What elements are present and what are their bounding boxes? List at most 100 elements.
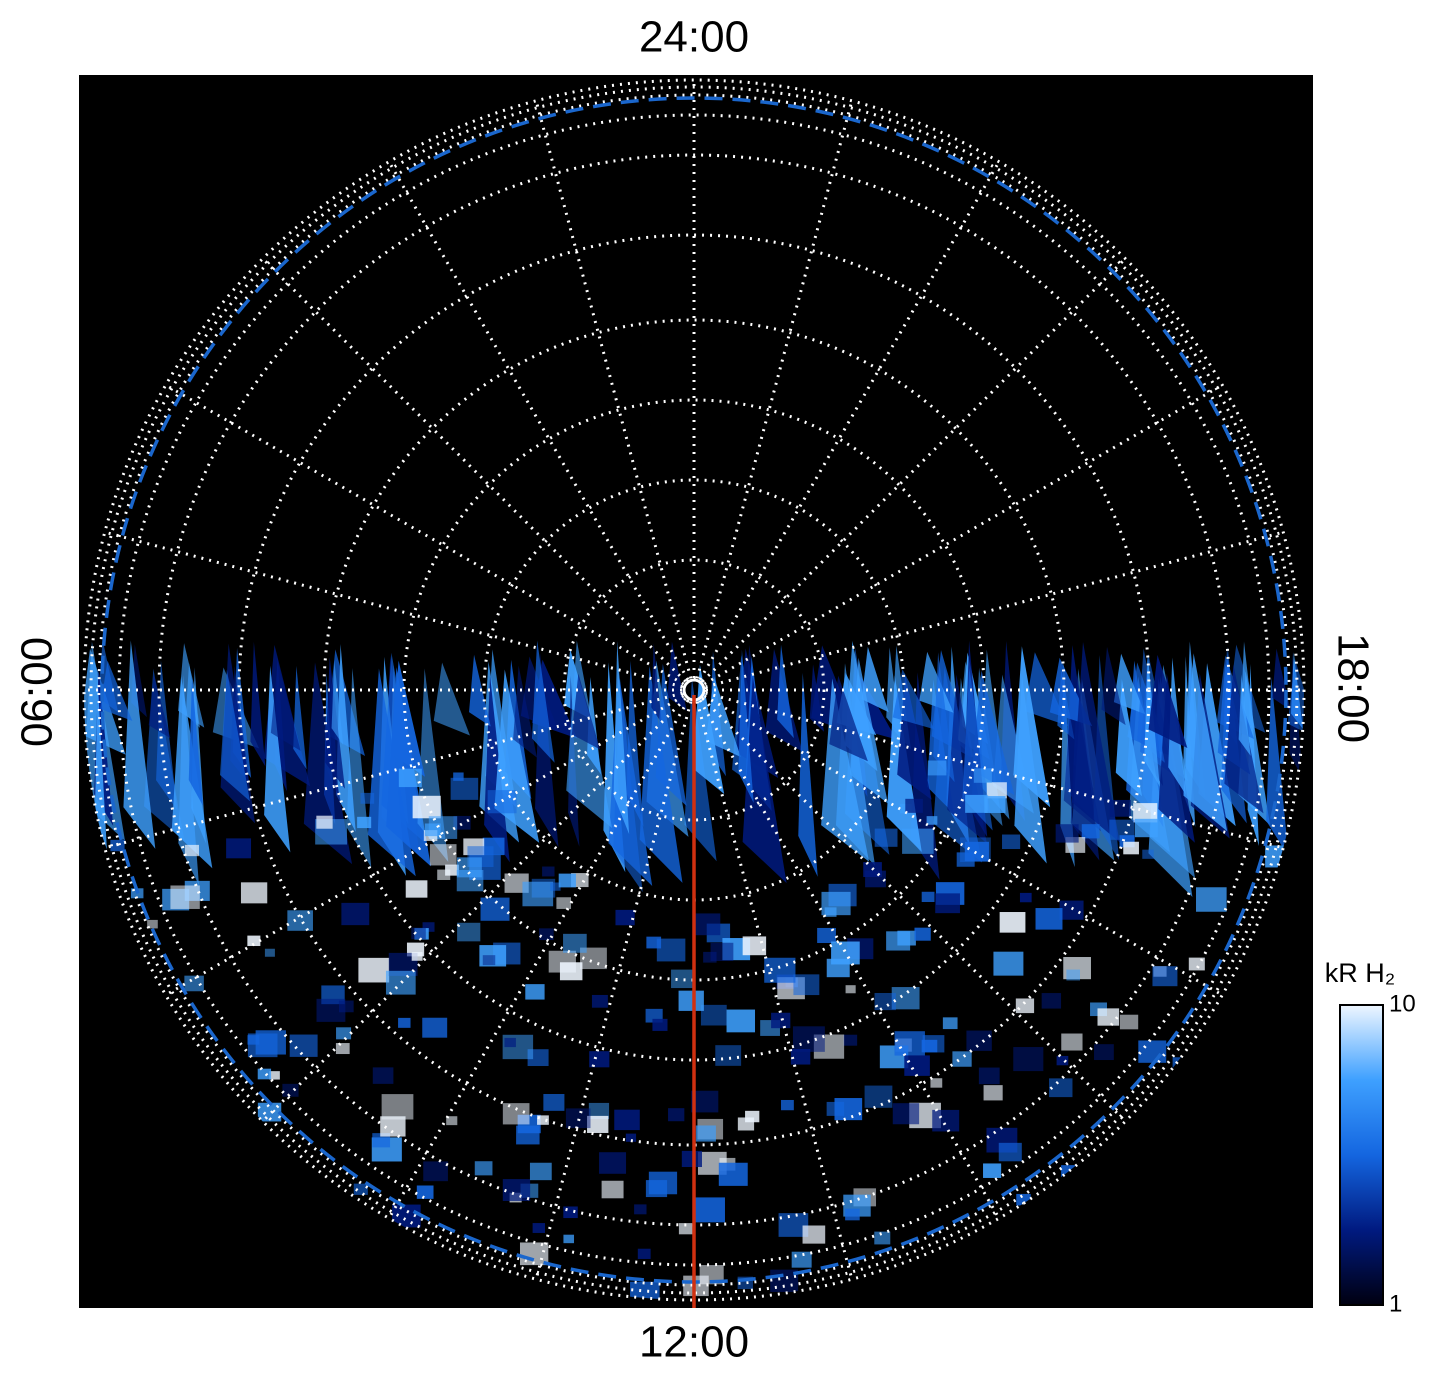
emission-patch xyxy=(1109,819,1135,840)
latitude-circle xyxy=(402,398,986,982)
emission-patch xyxy=(865,870,886,888)
emission-patch xyxy=(257,1102,282,1122)
emission-patch xyxy=(264,665,291,853)
emission-patch xyxy=(450,777,479,800)
emission-patch xyxy=(874,1231,891,1245)
emission-patch xyxy=(412,795,441,819)
emission-patch xyxy=(1123,841,1139,855)
emission-patch xyxy=(983,1085,1003,1101)
emission-patch xyxy=(966,1030,992,1051)
emission-patch xyxy=(226,838,252,859)
emission-patch xyxy=(100,660,133,721)
emission-patch xyxy=(710,942,734,962)
emission-patch xyxy=(303,662,353,865)
emission-patch xyxy=(487,790,517,814)
emission-patch xyxy=(999,912,1026,933)
emission-patch xyxy=(484,675,510,863)
colorbar-tick-label: 10 xyxy=(1389,990,1416,1017)
emission-patch xyxy=(558,873,576,888)
emission-patch xyxy=(453,815,471,830)
latitude-circle xyxy=(322,318,1066,1062)
emission-patch xyxy=(715,1045,742,1066)
emission-patch xyxy=(1071,642,1120,843)
emission-patch xyxy=(864,1085,893,1108)
emission-patch xyxy=(542,866,555,877)
emission-patch xyxy=(932,1109,960,1132)
colorbar-tick-label: 1 xyxy=(1389,1290,1402,1317)
emission-patch xyxy=(874,993,896,1011)
emission-patch xyxy=(591,994,608,1008)
emission-patch xyxy=(367,668,416,877)
emission-patch xyxy=(1094,1044,1114,1061)
emission-patch xyxy=(695,1125,716,1142)
emission-patch xyxy=(543,1093,565,1111)
emission-patch xyxy=(914,927,931,941)
emission-patch xyxy=(829,675,868,762)
latitude-circle xyxy=(562,558,826,822)
emission-patch xyxy=(745,1110,760,1123)
emission-patch xyxy=(921,891,935,903)
emission-patch xyxy=(738,649,754,803)
emission-patch xyxy=(411,927,426,940)
emission-patch xyxy=(892,1103,920,1125)
emission-patch xyxy=(1015,998,1035,1014)
emission-patch xyxy=(529,1162,552,1181)
emission-patch xyxy=(798,672,818,877)
emission-patch xyxy=(817,927,836,944)
emission-patch xyxy=(516,1125,540,1145)
emission-patch xyxy=(1056,1055,1069,1066)
emission-patch xyxy=(240,882,268,904)
emission-patch xyxy=(1061,1033,1083,1051)
emission-patch xyxy=(921,1039,938,1053)
emission-patch xyxy=(398,768,422,788)
emission-patch xyxy=(385,970,416,995)
emission-patch xyxy=(437,869,451,880)
emission-patch xyxy=(219,669,250,802)
emission-patch xyxy=(845,985,856,994)
emission-patch xyxy=(480,897,510,921)
emission-patch xyxy=(1183,653,1228,832)
emission-patch xyxy=(902,828,934,854)
emission-patch xyxy=(965,794,988,813)
emission-patch xyxy=(316,998,346,1022)
emission-patch xyxy=(1101,646,1126,726)
emission-patch xyxy=(894,1031,925,1056)
emission-patch xyxy=(270,661,301,751)
emission-patch xyxy=(681,1150,702,1168)
emission-patch xyxy=(634,1204,647,1215)
emission-patch xyxy=(678,1223,693,1235)
emission-patch xyxy=(588,1102,610,1120)
emission-patch xyxy=(250,641,266,767)
emission-patch xyxy=(556,897,572,909)
emission-patch xyxy=(247,1035,260,1045)
emission-patch xyxy=(531,640,555,763)
emission-patch xyxy=(565,1108,591,1129)
emission-patch xyxy=(652,1018,668,1031)
emission-patch xyxy=(589,1051,610,1068)
emission-patch xyxy=(1055,824,1079,843)
emission-patch xyxy=(445,864,459,876)
emission-patch xyxy=(392,1204,421,1228)
emission-patch xyxy=(335,1043,350,1055)
emission-patch xyxy=(123,640,156,849)
emission-patch xyxy=(289,1034,318,1057)
emission-patch xyxy=(703,951,717,963)
emission-patch xyxy=(691,1090,719,1113)
emission-patch xyxy=(777,644,794,739)
emission-patch xyxy=(504,1037,516,1048)
emission-patch xyxy=(956,852,975,867)
emission-patch xyxy=(502,1179,531,1201)
emission-patch xyxy=(563,1206,578,1219)
emission-patch xyxy=(360,792,375,804)
emission-patch xyxy=(792,1026,825,1052)
emission-patch xyxy=(433,662,470,736)
emission-patch xyxy=(781,1099,794,1111)
emission-patch xyxy=(381,1094,414,1120)
emission-patch xyxy=(1134,818,1158,838)
emission-patch xyxy=(962,668,993,831)
emission-patch xyxy=(398,1017,411,1028)
emission-patch xyxy=(802,1225,826,1244)
emission-patch xyxy=(693,913,721,936)
emission-patch xyxy=(446,1116,458,1126)
